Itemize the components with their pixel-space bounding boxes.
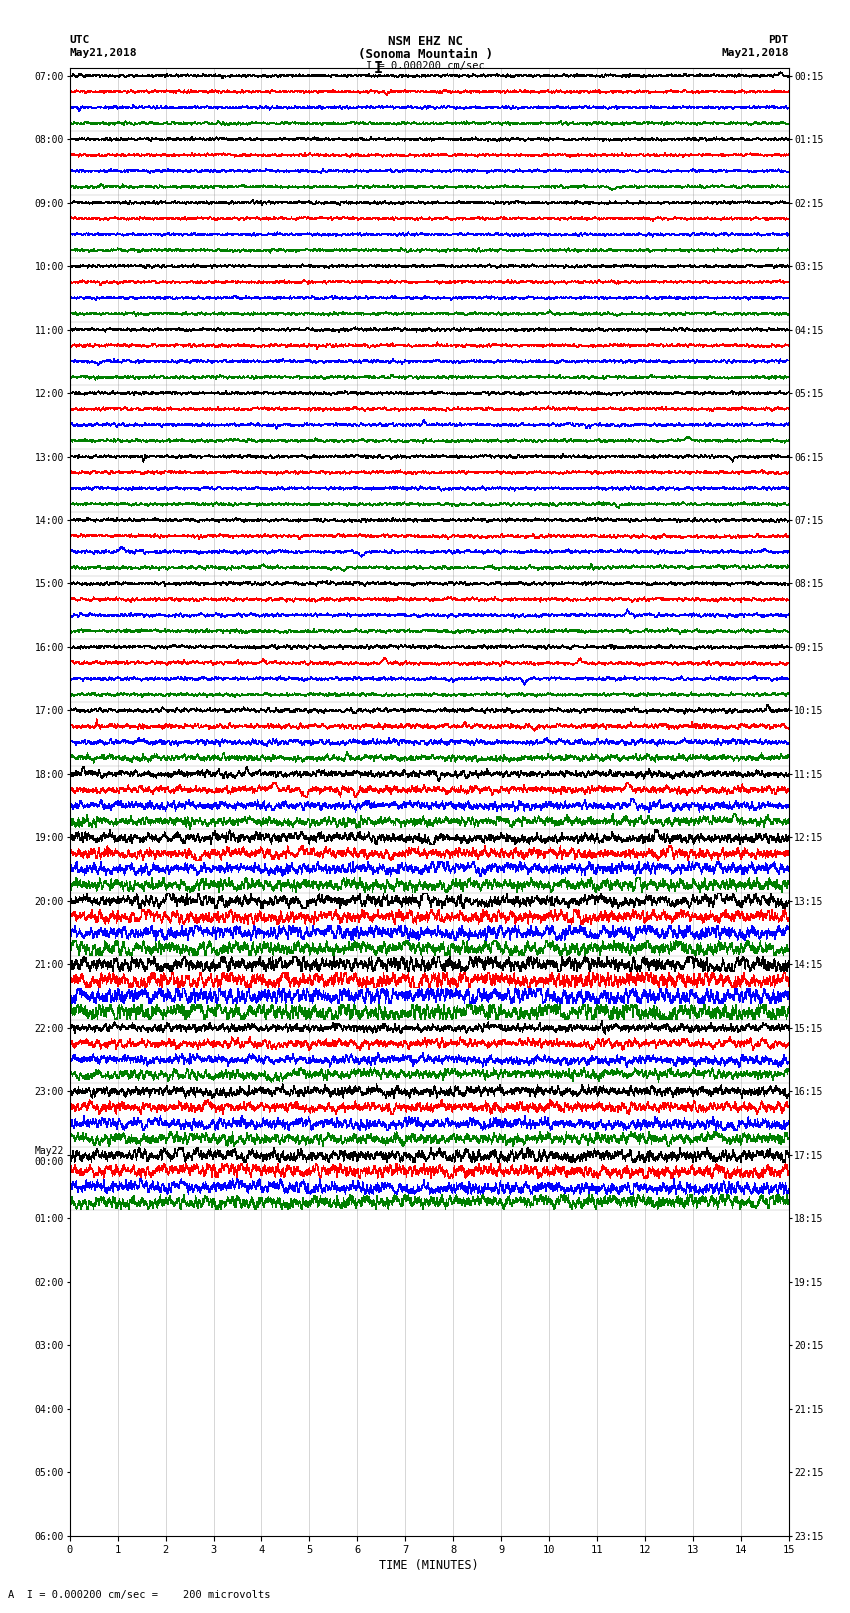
Text: May21,2018: May21,2018 [722,48,789,58]
Text: UTC: UTC [70,35,90,45]
Text: I = 0.000200 cm/sec: I = 0.000200 cm/sec [366,61,484,71]
Text: PDT: PDT [768,35,789,45]
Text: NSM EHZ NC: NSM EHZ NC [388,35,462,48]
Text: (Sonoma Mountain ): (Sonoma Mountain ) [358,48,492,61]
Text: I: I [374,61,382,76]
X-axis label: TIME (MINUTES): TIME (MINUTES) [379,1560,479,1573]
Text: A  I = 0.000200 cm/sec =    200 microvolts: A I = 0.000200 cm/sec = 200 microvolts [8,1590,271,1600]
Text: May21,2018: May21,2018 [70,48,137,58]
